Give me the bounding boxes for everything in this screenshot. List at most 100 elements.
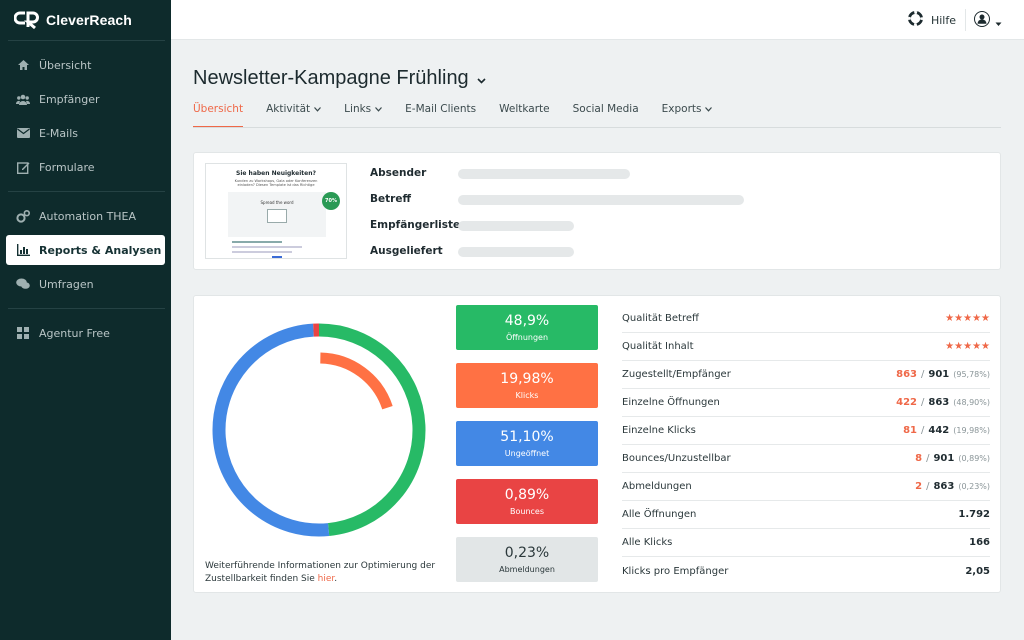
kpi-unopened: 51,10% Ungeöffnet	[456, 421, 598, 466]
lifebuoy-icon	[907, 11, 923, 29]
tab-label: Links	[344, 103, 372, 115]
kpi-value: 51,10%	[500, 429, 554, 445]
kpi-label: Klicks	[515, 391, 539, 400]
sidebar-item-automation[interactable]: Automation THEA	[6, 201, 165, 231]
info-label-sender: Absender	[370, 167, 427, 179]
stat-label: Klicks pro Empfänger	[622, 565, 729, 577]
cleverreach-logo-icon	[13, 10, 40, 30]
users-icon	[16, 92, 30, 106]
subject-value-placeholder	[458, 195, 744, 205]
tab-divider	[193, 127, 1001, 128]
sidebar-item-overview[interactable]: Übersicht	[6, 50, 165, 80]
preview-footer	[228, 237, 326, 258]
sidebar-item-forms[interactable]: Formulare	[6, 152, 165, 182]
sidebar-divider	[8, 308, 165, 309]
stat-percent: (95,78%)	[953, 370, 990, 379]
stat-total: 442	[928, 425, 950, 436]
kpi-label: Abmeldungen	[499, 565, 555, 574]
sidebar-item-reports[interactable]: Reports & Analysen	[6, 235, 165, 265]
tab-label: Social Media	[572, 103, 639, 115]
campaign-title-dropdown[interactable]: Newsletter-Kampagne Frühling	[193, 67, 486, 90]
sidebar-item-emails[interactable]: E-Mails	[6, 118, 165, 148]
sidebar-item-recipients[interactable]: Empfänger	[6, 84, 165, 114]
stat-value: 2,05	[965, 565, 990, 577]
sidebar-item-label: Formulare	[39, 160, 95, 174]
sidebar-item-label: Agentur Free	[39, 326, 110, 340]
stat-percent: (0,89%)	[958, 454, 990, 463]
preview-headline: Sie haben Neuigkeiten?	[236, 170, 316, 177]
home-icon	[16, 58, 30, 72]
stat-part: 422	[896, 397, 917, 408]
stat-part: 81	[903, 425, 917, 436]
campaign-info-card: Sie haben Neuigkeiten? Kunden zu Worksho…	[193, 152, 1001, 270]
sidebar-item-agency[interactable]: Agentur Free	[6, 318, 165, 348]
grid-icon	[16, 326, 30, 340]
chevron-down-icon	[477, 67, 486, 90]
stat-row-subject-quality: Qualität Betreff ★★★★★	[622, 305, 990, 333]
user-menu-button[interactable]	[974, 11, 1002, 31]
stat-row-unsubscribes: Abmeldungen 2/863 (0,23%)	[622, 473, 990, 501]
note-end: .	[334, 574, 338, 584]
sidebar-item-label: E-Mails	[39, 126, 78, 140]
kpi-value: 0,89%	[504, 487, 550, 503]
donut-segment-clicks	[320, 352, 393, 410]
top-bar: Hilfe	[171, 0, 1024, 40]
kpi-unsubscribes: 0,23% Abmeldungen	[456, 537, 598, 582]
tab-overview[interactable]: Übersicht	[193, 103, 244, 128]
kpi-bounces: 0,89% Bounces	[456, 479, 598, 524]
stat-part: 8	[915, 453, 923, 464]
deliverability-link[interactable]: hier	[317, 574, 335, 584]
sidebar-item-surveys[interactable]: Umfragen	[6, 269, 165, 299]
tab-email-clients[interactable]: E-Mail Clients	[405, 103, 476, 128]
preview-illustration	[267, 209, 287, 223]
stat-label: Einzelne Öffnungen	[622, 397, 720, 408]
stat-value: 1.792	[958, 509, 990, 520]
tab-world-map[interactable]: Weltkarte	[499, 103, 550, 128]
tab-label: Weltkarte	[499, 103, 550, 115]
chevron-down-icon	[705, 103, 713, 115]
stat-row-all-clicks: Alle Klicks 166	[622, 529, 990, 557]
sidebar-item-label: Empfänger	[39, 92, 100, 106]
preview-inner-title: Spread the word	[260, 200, 294, 205]
stat-row-bounces: Bounces/Unzustellbar 8/901 (0,89%)	[622, 445, 990, 473]
brand-name: CleverReach	[46, 12, 132, 28]
stat-value: 166	[969, 537, 990, 548]
stat-percent: (48,90%)	[953, 398, 990, 407]
user-icon	[974, 11, 990, 31]
stat-row-delivered: Zugestellt/Empfänger 863/901 (95,78%)	[622, 361, 990, 389]
sidebar-divider	[8, 40, 165, 41]
envelope-icon	[16, 126, 30, 140]
preview-badge: 70%	[322, 192, 340, 210]
tab-social-media[interactable]: Social Media	[573, 103, 639, 128]
newsletter-preview-thumbnail[interactable]: Sie haben Neuigkeiten? Kunden zu Worksho…	[205, 163, 347, 259]
donut-segment-opens	[318, 323, 426, 537]
info-label-recipient-list: Empfängerliste	[370, 219, 461, 231]
tab-links[interactable]: Links	[344, 103, 383, 128]
stat-row-all-opens: Alle Öffnungen 1.792	[622, 501, 990, 529]
brand-logo[interactable]: CleverReach	[13, 9, 132, 31]
tab-activity[interactable]: Aktivität	[266, 103, 322, 128]
preview-subline: Kunden zu Workshops, Gala oder Konferenz…	[234, 179, 318, 187]
tab-exports[interactable]: Exports	[662, 103, 713, 128]
stat-row-clicks-per-recipient: Klicks pro Empfänger 2,05	[622, 557, 990, 585]
sidebar-item-label: Übersicht	[39, 58, 92, 72]
stat-label: Alle Öffnungen	[622, 509, 697, 520]
star-rating: ★★★★★	[945, 313, 990, 324]
stat-total: 901	[933, 453, 955, 464]
deliverability-note: Weiterführende Informationen zur Optimie…	[205, 560, 445, 586]
comments-icon	[16, 277, 30, 291]
campaign-stats-card: Weiterführende Informationen zur Optimie…	[193, 295, 1001, 593]
report-tabs: Übersicht Aktivität Links E-Mail Clients…	[193, 103, 713, 128]
stat-label: Einzelne Klicks	[622, 425, 696, 436]
sidebar-divider	[8, 191, 165, 192]
kpi-opens: 48,9% Öffnungen	[456, 305, 598, 350]
tab-label: E-Mail Clients	[405, 103, 477, 115]
stat-row-unique-clicks: Einzelne Klicks 81/442 (19,98%)	[622, 417, 990, 445]
tab-label: Aktivität	[266, 103, 311, 115]
stat-label: Zugestellt/Empfänger	[622, 369, 731, 380]
preview-body: Spread the word	[228, 192, 326, 258]
stat-percent: (0,23%)	[958, 482, 990, 491]
star-rating: ★★★★★	[945, 341, 990, 352]
help-button[interactable]: Hilfe	[907, 11, 956, 29]
stat-row-unique-opens: Einzelne Öffnungen 422/863 (48,90%)	[622, 389, 990, 417]
